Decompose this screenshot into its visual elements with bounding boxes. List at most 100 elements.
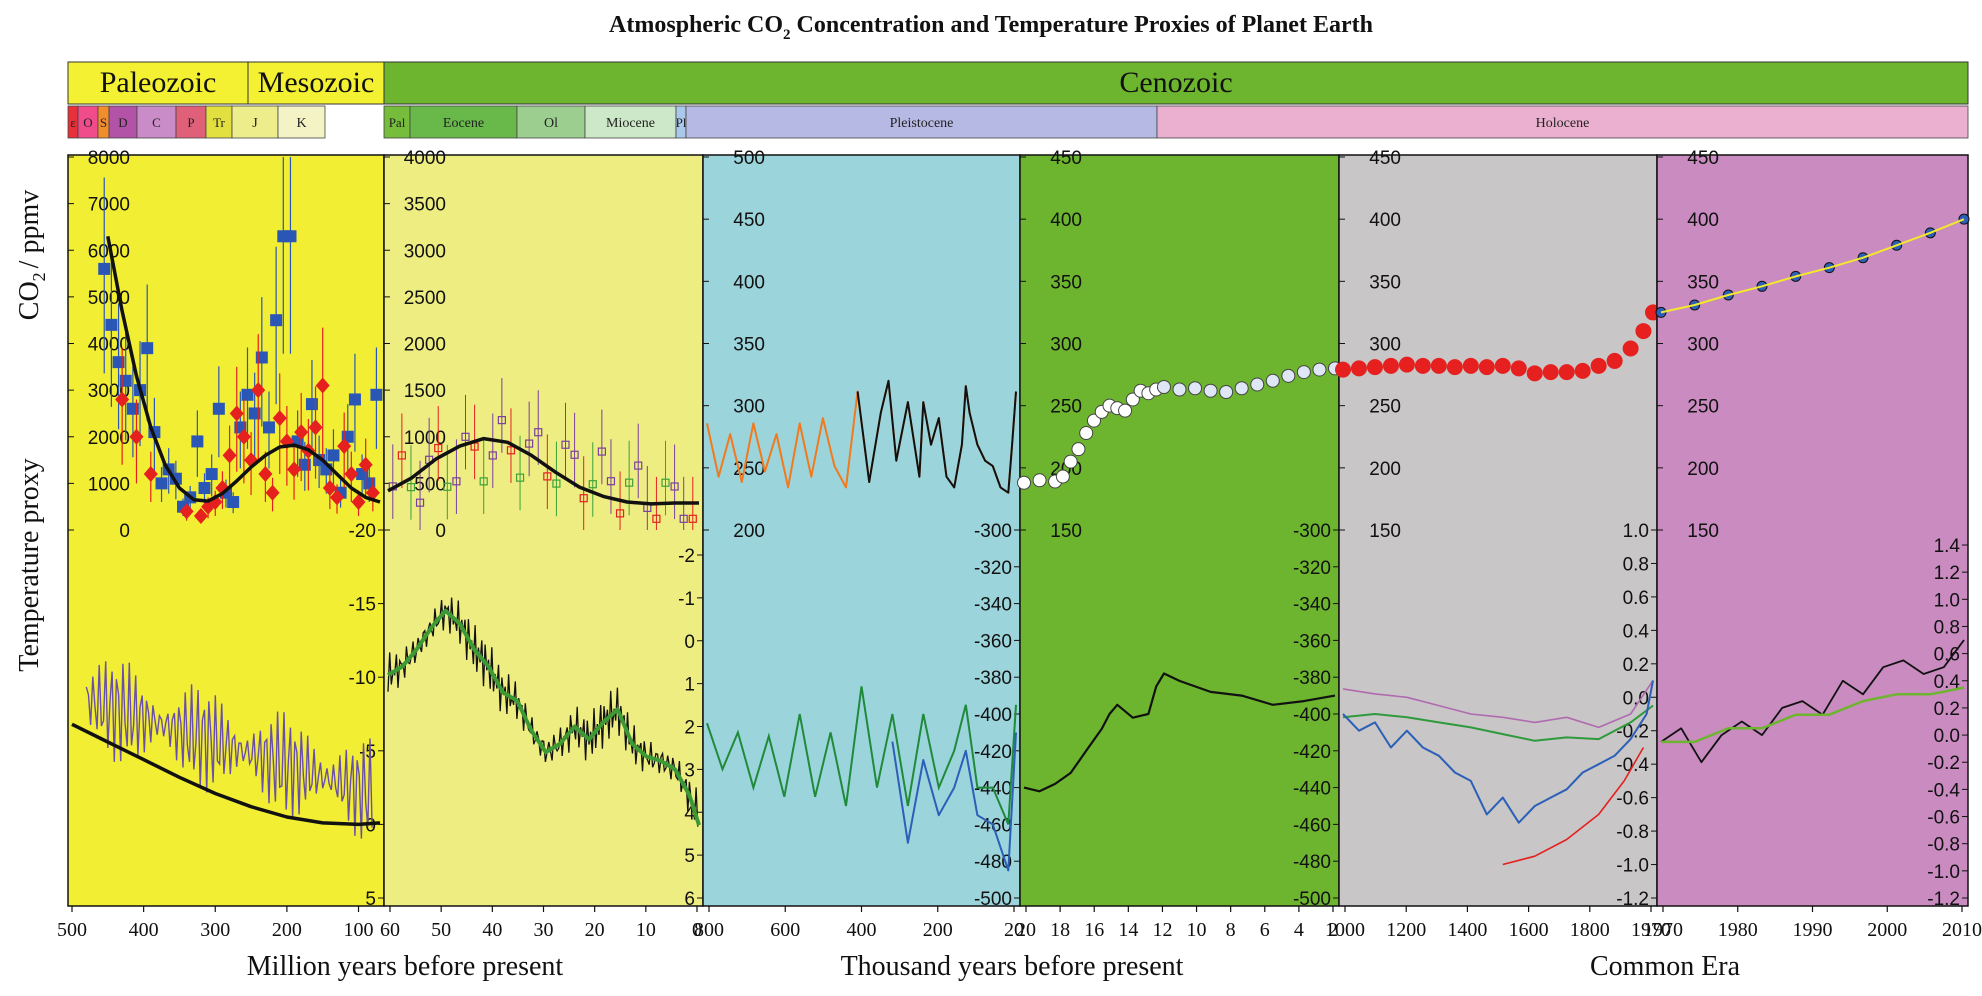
co2-tick-label-cenozoic-8: 0	[435, 521, 446, 542]
co2-proxy-point-13	[506, 446, 516, 455]
x-tick-label-deglacial-3: 14	[1118, 919, 1138, 941]
co2-point-blue-4	[126, 402, 139, 415]
period-label-6: Tr	[213, 115, 225, 130]
co2-lawdome-point-11	[1510, 360, 1527, 377]
co2-point-red-23	[330, 489, 345, 506]
co2-proxy-point-12	[497, 416, 506, 425]
co2-tick-label-phanerozoic-4: 4000	[88, 335, 130, 356]
x-tick-label-glacial-1: 600	[770, 919, 800, 941]
temp-tick-label-glacial-2: -340	[974, 595, 1012, 616]
co2-point-blue-18	[227, 496, 240, 509]
co2-lawdome-point-4	[1398, 356, 1415, 373]
panel-cenozoic: 60 50 40 30 20 10 0400035003000250020001500100…	[380, 148, 704, 941]
co2-tick-label-modern-1: 400	[1687, 210, 1719, 231]
panel-modern: 1970 1980 1990 2000 2010 450 400 350 300 250 200 15…	[1643, 148, 1982, 941]
co2-point-blue-16	[212, 402, 225, 415]
co2-point-blue-14	[198, 482, 211, 495]
x-tick-label-deglacial-4: 12	[1152, 919, 1172, 941]
co2-point-blue-1	[105, 318, 118, 331]
co2-tick-label-phanerozoic-0: 8000	[88, 148, 130, 169]
co2-proxy-point-6	[443, 482, 452, 491]
co2-proxy-point-24	[606, 477, 616, 486]
co2-point-red-28	[365, 484, 380, 501]
period-label-15: Holocene	[1536, 116, 1590, 131]
co2-proxy-point-22	[588, 480, 597, 489]
co2-icecore-point-17	[1172, 382, 1187, 397]
temp-tick-label-deglacial-1: -320	[1293, 558, 1331, 579]
co2-tick-label-cenozoic-4: 2000	[404, 335, 446, 356]
temp-purple-line	[1342, 680, 1654, 729]
co2-proxy-point-7	[452, 477, 461, 486]
temp-black-line	[1660, 639, 1965, 764]
temp-dD-blue-line	[891, 732, 1017, 872]
x-tick-label-modern-4: 2010	[1942, 919, 1982, 941]
temp-tick-label-deglacial-8: -460	[1293, 815, 1331, 836]
co2-tick-label-deglacial-1: 400	[1050, 210, 1082, 231]
co2-proxy-point-32	[679, 514, 688, 523]
co2-point-blue-13	[191, 435, 204, 448]
x-tick-label-millennium-3: 1600	[1509, 919, 1549, 941]
co2-lawdome-point-2	[1366, 359, 1383, 376]
x-tick-label-glacial-4: 20	[1004, 919, 1024, 941]
co2-tick-label-modern-6: 150	[1687, 521, 1719, 542]
x-tick-label-deglacial-1: 18	[1050, 919, 1070, 941]
co2-point-blue-35	[348, 393, 361, 406]
co2-point-red-1	[129, 428, 144, 445]
temp-tick-label-phanerozoic-2: -10	[349, 668, 376, 689]
chart-title-main: Atmospheric CO	[609, 12, 783, 38]
temp-tick-label-modern-6: 0.2	[1934, 699, 1960, 720]
x-tick-label-phanerozoic-3: 200	[272, 919, 302, 941]
co2-proxy-point-14	[515, 473, 525, 482]
co2-proxy-point-18	[552, 479, 561, 488]
co2-axis-label: CO2 / ppmv	[14, 190, 49, 320]
co2-lawdome-point-7	[1446, 359, 1463, 376]
co2-maunaloa-point-0	[1655, 306, 1667, 318]
co2-lawdome-point-1	[1350, 360, 1367, 377]
temp-tick-label-phanerozoic-4: 0	[365, 815, 376, 836]
temp-tick-label-millennium-11: -1.2	[1616, 889, 1649, 910]
co2-proxy-point-2	[406, 483, 416, 492]
period-box-15	[1156, 105, 1969, 139]
co2-tick-label-glacial-3: 350	[733, 335, 765, 356]
period-box-9	[383, 105, 411, 139]
temp-tick-label-cenozoic-5: 3	[684, 760, 695, 781]
co2-point-blue-3	[119, 374, 132, 387]
temp-tick-label-millennium-2: 0.6	[1623, 588, 1649, 609]
co2-lawdome-point-0	[1335, 361, 1351, 378]
co2-maunaloa-point-9	[1958, 213, 1970, 225]
temp-tick-label-millennium-1: 0.8	[1623, 554, 1649, 575]
co2-point-blue-8	[155, 477, 168, 490]
co2-proxy-point-25	[615, 509, 625, 518]
co2-tick-label-phanerozoic-2: 6000	[88, 241, 130, 262]
co2-icecore-point-11	[1118, 403, 1133, 418]
period-label-7: J	[252, 116, 258, 131]
panel-background-phanerozoic	[67, 154, 385, 907]
co2-tick-label-glacial-1: 450	[733, 210, 765, 231]
temp-tick-label-deglacial-10: -500	[1293, 889, 1331, 910]
co2-proxy-point-8	[461, 432, 470, 441]
x-tick-label-cenozoic-2: 40	[482, 919, 502, 941]
temp-d18o-green-line	[386, 608, 701, 826]
x-tick-label-millennium-5: 1970	[1631, 919, 1671, 941]
panel-background-deglacial	[1019, 154, 1340, 907]
geologic-timescale: Paleozoic Mesozoic Cenozoic ε O S D C P Tr J K Pal Eo…	[67, 61, 1969, 139]
temp-red-line	[1502, 747, 1645, 866]
co2-point-red-10	[236, 428, 251, 445]
period-label-10: Eocene	[443, 116, 484, 131]
co2-tick-label-phanerozoic-8: 0	[119, 521, 130, 542]
period-label-13: Pl	[676, 115, 687, 130]
co2-axis-label-subscript: 2	[29, 272, 49, 281]
x-tick-label-modern-0: 1970	[1643, 919, 1683, 941]
temp-tick-label-millennium-8: -0.6	[1616, 789, 1649, 810]
co2-tick-label-modern-3: 300	[1687, 335, 1719, 356]
temp-tick-label-modern-9: -0.4	[1927, 780, 1960, 801]
x-tick-label-modern-2: 1990	[1793, 919, 1833, 941]
co2-tick-label-glacial-5: 250	[733, 459, 765, 480]
co2-tick-label-millennium-4: 250	[1369, 397, 1401, 418]
co2-tick-label-millennium-1: 400	[1369, 210, 1401, 231]
co2-proxy-point-27	[634, 461, 643, 470]
co2-point-red-22	[322, 480, 337, 497]
co2-yellow-line	[1660, 218, 1965, 314]
era-box-1	[247, 61, 385, 105]
co2-proxy-point-11	[488, 451, 497, 460]
